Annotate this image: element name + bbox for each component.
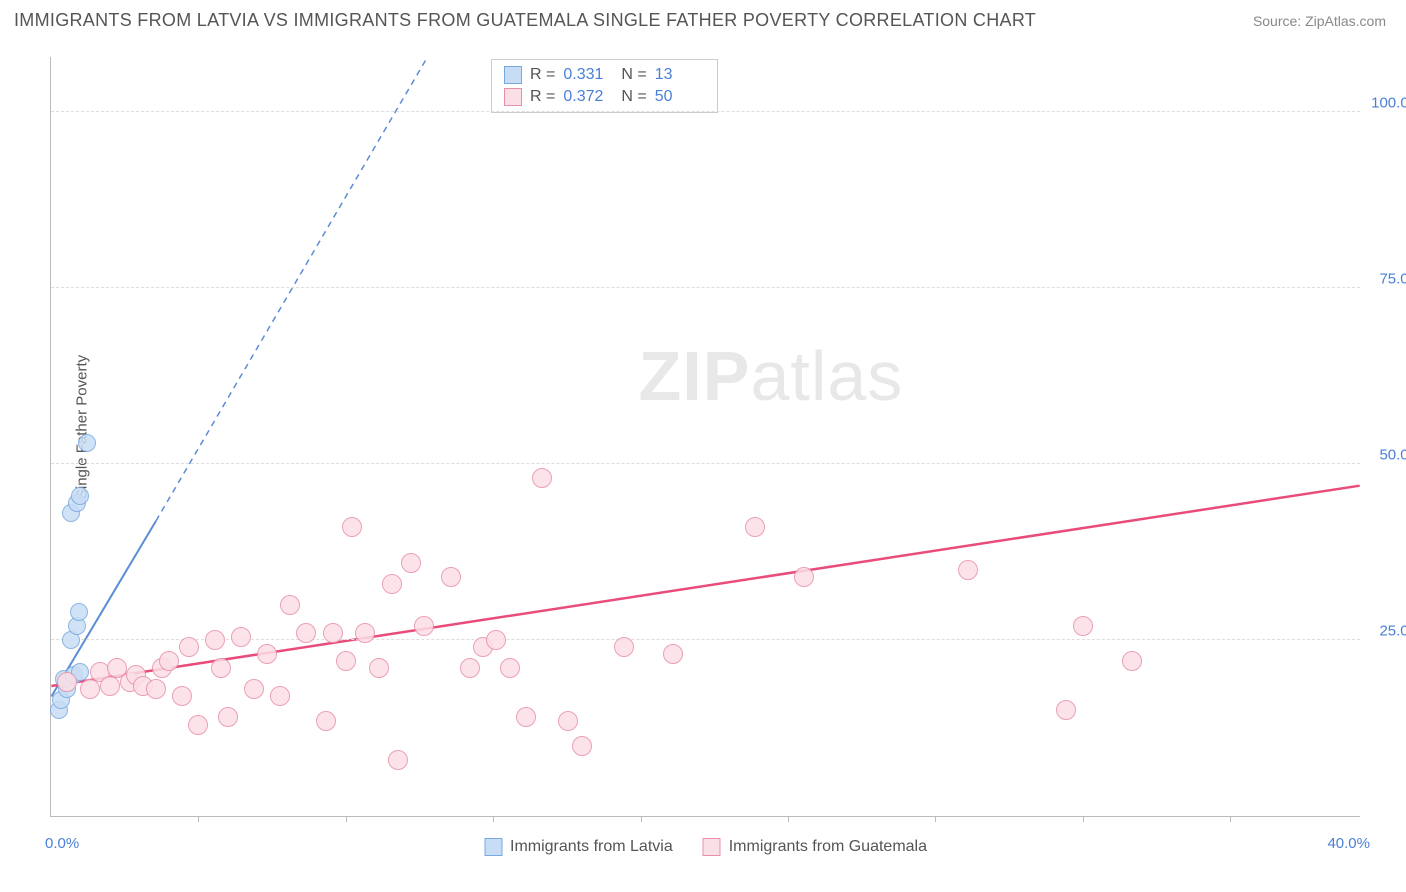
x-tick (346, 816, 347, 822)
swatch-latvia-icon (484, 838, 502, 856)
data-point (572, 736, 592, 756)
data-point (323, 623, 343, 643)
data-point (159, 651, 179, 671)
data-point (532, 468, 552, 488)
trend-lines (51, 57, 1360, 816)
data-point (205, 630, 225, 650)
data-point (794, 567, 814, 587)
data-point (78, 434, 96, 452)
data-point (231, 627, 251, 647)
data-point (369, 658, 389, 678)
swatch-guatemala-icon (504, 88, 522, 106)
data-point (80, 679, 100, 699)
data-point (218, 707, 238, 727)
data-point (179, 637, 199, 657)
x-tick (493, 816, 494, 822)
data-point (516, 707, 536, 727)
legend-stats-box: R = 0.331 N = 13 R = 0.372 N = 50 (491, 59, 718, 113)
data-point (614, 637, 634, 657)
y-tick-label: 75.0% (1379, 271, 1406, 288)
data-point (316, 711, 336, 731)
data-point (70, 603, 88, 621)
r-value-latvia: 0.331 (563, 66, 613, 84)
data-point (172, 686, 192, 706)
data-point (441, 567, 461, 587)
data-point (500, 658, 520, 678)
legend-item-guatemala: Immigrants from Guatemala (703, 838, 927, 856)
n-label: N = (621, 88, 646, 106)
data-point (1122, 651, 1142, 671)
chart-container: Single Father Poverty ZIPatlas R = 0.331… (50, 37, 1380, 817)
gridline-h (51, 287, 1360, 288)
x-tick (788, 816, 789, 822)
data-point (355, 623, 375, 643)
data-point (486, 630, 506, 650)
plot-area: ZIPatlas R = 0.331 N = 13 R = 0.372 N = … (50, 57, 1360, 817)
data-point (244, 679, 264, 699)
data-point (71, 487, 89, 505)
legend-label-guatemala: Immigrants from Guatemala (729, 838, 927, 856)
data-point (280, 595, 300, 615)
x-tick (1083, 816, 1084, 822)
data-point (382, 574, 402, 594)
n-value-latvia: 13 (655, 66, 705, 84)
data-point (257, 644, 277, 664)
legend-stat-row-guatemala: R = 0.372 N = 50 (504, 86, 705, 108)
legend-bottom: Immigrants from Latvia Immigrants from G… (484, 838, 927, 856)
swatch-guatemala-icon (703, 838, 721, 856)
data-point (414, 616, 434, 636)
data-point (57, 672, 77, 692)
x-tick-min: 0.0% (45, 835, 79, 852)
data-point (745, 517, 765, 537)
legend-label-latvia: Immigrants from Latvia (510, 838, 673, 856)
legend-stat-row-latvia: R = 0.331 N = 13 (504, 64, 705, 86)
x-tick (1230, 816, 1231, 822)
y-tick-label: 100.0% (1371, 95, 1406, 112)
r-label: R = (530, 66, 555, 84)
n-value-guatemala: 50 (655, 88, 705, 106)
swatch-latvia-icon (504, 66, 522, 84)
r-value-guatemala: 0.372 (563, 88, 613, 106)
data-point (342, 517, 362, 537)
gridline-h (51, 111, 1360, 112)
data-point (958, 560, 978, 580)
data-point (1056, 700, 1076, 720)
n-label: N = (621, 66, 646, 84)
gridline-h (51, 463, 1360, 464)
legend-item-latvia: Immigrants from Latvia (484, 838, 673, 856)
data-point (188, 715, 208, 735)
x-tick-max: 40.0% (1327, 835, 1370, 852)
data-point (388, 750, 408, 770)
data-point (270, 686, 290, 706)
data-point (336, 651, 356, 671)
data-point (1073, 616, 1093, 636)
data-point (211, 658, 231, 678)
x-tick (198, 816, 199, 822)
source-attribution: Source: ZipAtlas.com (1253, 13, 1386, 29)
r-label: R = (530, 88, 555, 106)
x-tick (935, 816, 936, 822)
data-point (460, 658, 480, 678)
y-tick-label: 25.0% (1379, 623, 1406, 640)
y-tick-label: 50.0% (1379, 447, 1406, 464)
data-point (146, 679, 166, 699)
chart-title: IMMIGRANTS FROM LATVIA VS IMMIGRANTS FRO… (14, 10, 1036, 31)
data-point (558, 711, 578, 731)
data-point (663, 644, 683, 664)
data-point (401, 553, 421, 573)
data-point (100, 676, 120, 696)
x-tick (641, 816, 642, 822)
data-point (296, 623, 316, 643)
